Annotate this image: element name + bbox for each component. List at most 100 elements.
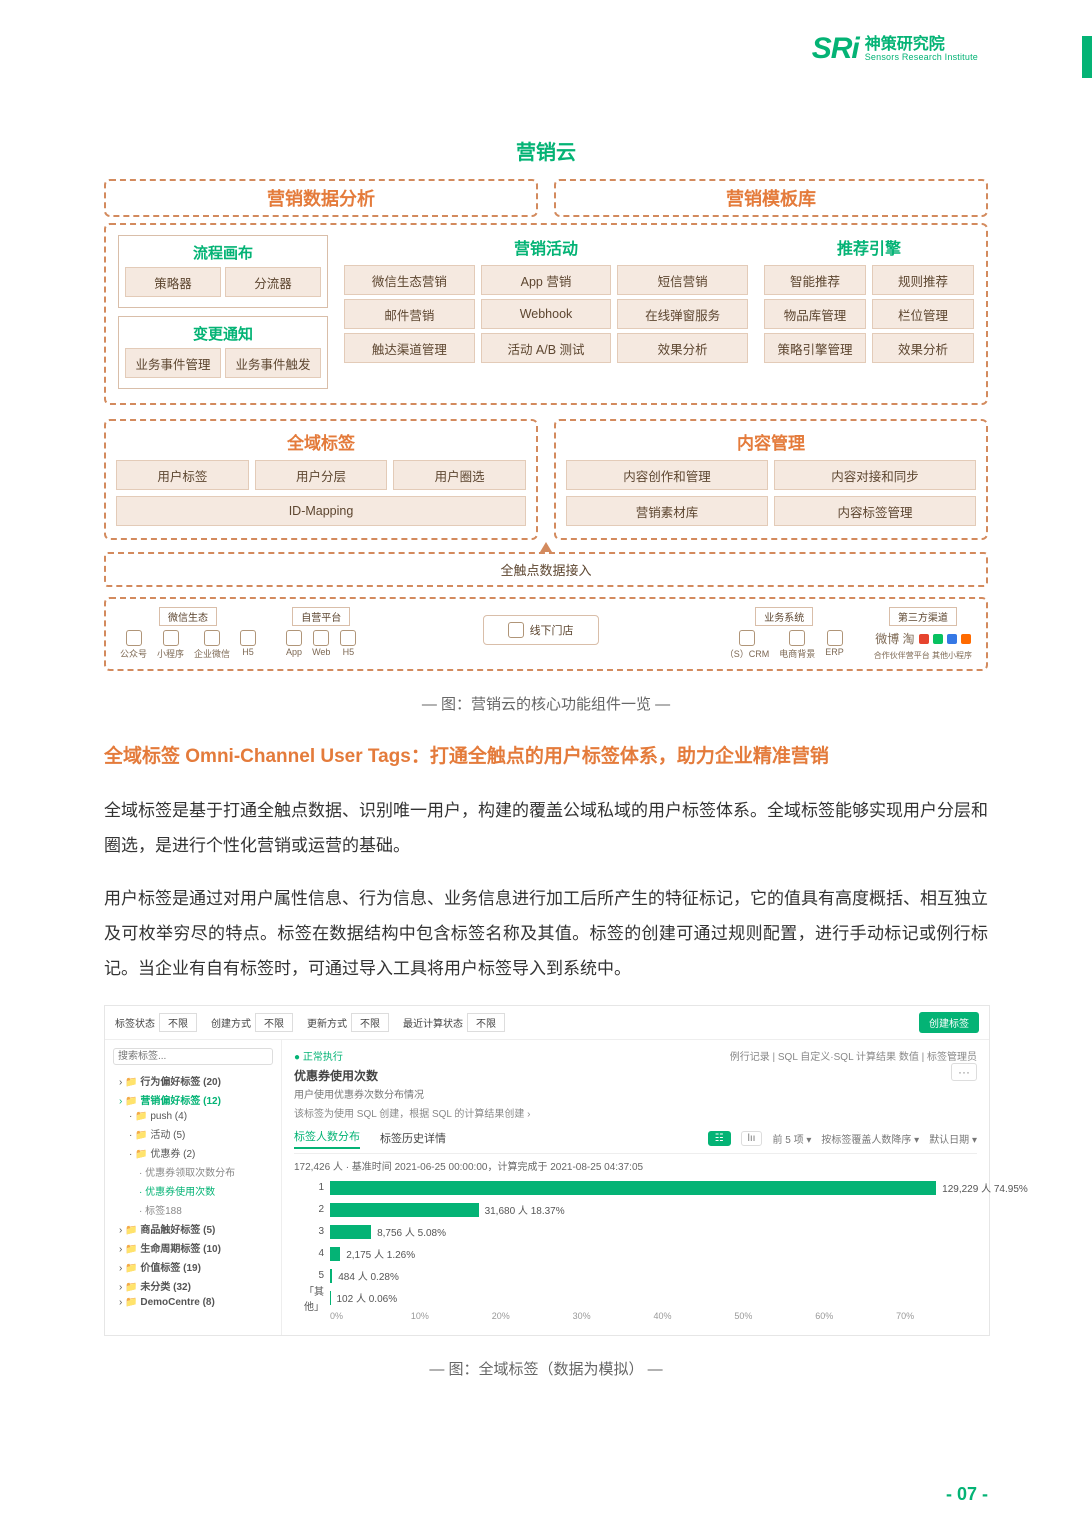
source-biz: 业务系统 （S）CRM 电商背景 ERP [725,607,844,660]
activity-cell: 活动 A/B 测试 [481,333,612,363]
tags-cell: 用户标签 [116,460,249,490]
filter-label: 创建方式 [211,1015,251,1030]
diagram-title: 营销云 [104,130,988,171]
top-n-select[interactable]: 前 5 项 ▾ [772,1131,811,1146]
tags-dashboard-screenshot: 标签状态不限 创建方式不限 更新方式不限 最近计算状态不限 创建标签 › 📁 行… [104,1005,990,1336]
more-button[interactable]: ··· [951,1063,977,1081]
paragraph-1: 全域标签是基于打通全触点数据、识别唯一用户，构建的覆盖公域私域的用户标签体系。全… [104,794,988,864]
figure-caption-2: — 图：全域标签（数据为模拟） — [104,1358,988,1379]
bar-row: 231,680 人 18.37% [294,1201,977,1219]
tree-item[interactable]: › 📁 商品触好标签 (5) [113,1219,273,1238]
paragraph-2: 用户标签是通过对用户属性信息、行为信息、业务信息进行加工后所产生的特征标记，它的… [104,882,988,987]
tag-subtitle: 用户使用优惠券次数分布情况 [294,1086,424,1101]
tag-title: 优惠券使用次数 [294,1067,424,1084]
tree-item[interactable]: · 优惠券领取次数分布 [113,1162,273,1181]
content-cell: 内容创作和管理 [566,460,768,490]
bar-row: 「其他」102 人 0.06% [294,1289,977,1307]
chart-type-icon[interactable]: ☷ [708,1131,731,1146]
store-icon [508,622,524,638]
sql-note: 该标签为使用 SQL 创建，根据 SQL 的计算结果创建 › [294,1105,977,1120]
sort-select[interactable]: 按标签覆盖人数降序 ▾ [821,1131,919,1146]
tree-item[interactable]: › 📁 行为偏好标签 (20) [113,1071,273,1090]
filter-select[interactable]: 不限 [467,1013,505,1032]
canvas-cell: 策略器 [125,267,221,297]
bar-row: 1129,229 人 74.95% [294,1179,977,1197]
crm-icon [739,630,755,646]
app-icon [286,630,302,646]
content-cell: 内容标签管理 [774,496,976,526]
filter-bar: 标签状态不限 创建方式不限 更新方式不限 最近计算状态不限 创建标签 [105,1006,989,1040]
notify-cell: 业务事件管理 [125,348,221,378]
head-links[interactable]: 例行记录 | SQL 自定义·SQL 计算结果 数值 | 标签管理员 [730,1048,977,1063]
tree-item[interactable]: · 标签188 [113,1200,273,1219]
total-line: 172,426 人 · 基准时间 2021-06-25 00:00:00，计算完… [294,1158,977,1173]
recommend-cell: 效果分析 [872,333,974,363]
recommend-cell: 规则推荐 [872,265,974,295]
filter-label: 标签状态 [115,1015,155,1030]
tree-item[interactable]: · 📁 push (4) [113,1109,273,1124]
sources-row: 微信生态 公众号 小程序 企业微信 H5 自营平台 App Web H5 线下门… [104,597,988,671]
wechat-icon [933,634,943,644]
create-tag-button[interactable]: 创建标签 [919,1012,979,1033]
notify-cell: 业务事件触发 [225,348,321,378]
notify-group: 变更通知 业务事件管理 业务事件触发 [118,316,328,389]
canvas-group: 流程画布 策略器 分流器 [118,235,328,308]
alipay-icon [947,634,957,644]
filter-label: 更新方式 [307,1015,347,1030]
tree-item[interactable]: · 📁 活动 (5) [113,1124,273,1143]
tab-distribution[interactable]: 标签人数分布 [294,1128,360,1149]
source-title: 微信生态 [159,607,217,626]
third-logos: 微博 淘 [875,630,970,647]
tab-history[interactable]: 标签历史详情 [380,1130,446,1146]
web-icon [313,630,329,646]
h5-icon [240,630,256,646]
activity-cell: 微信生态营销 [344,265,475,295]
arrow-up-icon [540,542,552,552]
source-wechat: 微信生态 公众号 小程序 企业微信 H5 [120,607,256,660]
content-cell: 内容对接和同步 [774,460,976,490]
recommend-grid: 智能推荐 规则推荐 物品库管理 栏位管理 策略引擎管理 效果分析 [764,265,974,361]
tree-item[interactable]: · 优惠券使用次数 [113,1181,273,1200]
content-cell: 营销素材库 [566,496,768,526]
activity-grid: 微信生态营销 App 营销 短信营销 邮件营销 Webhook 在线弹窗服务 触… [344,265,748,361]
notify-title: 变更通知 [125,323,321,344]
data-in-text: 全触点数据接入 [500,563,591,578]
taobao-icon [961,634,971,644]
filter-select[interactable]: 不限 [255,1013,293,1032]
source-title: 第三方渠道 [889,607,957,626]
id-mapping-cell: ID-Mapping [116,496,526,526]
figure-caption-1: — 图：营销云的核心功能组件一览 — [104,693,988,714]
source-offline: 线下门店 [386,607,694,645]
source-owned: 自营平台 App Web H5 [286,607,356,657]
content-mgmt-header: 内容管理 [566,429,976,454]
recommend-cell: 物品库管理 [764,299,866,329]
chart-type-icon[interactable]: lıı [741,1131,763,1146]
activity-cell: App 营销 [481,265,612,295]
content-mgmt-panel: 内容管理 内容创作和管理 内容对接和同步 营销素材库 内容标签管理 [554,419,988,540]
tag-tree[interactable]: › 📁 行为偏好标签 (20)› 📁 营销偏好标签 (12)· 📁 push (… [105,1040,282,1335]
tree-item[interactable]: › 📁 未分类 (32) [113,1276,273,1295]
logo-mark: SRi [812,32,859,66]
page-number: - 07 - [946,1484,988,1505]
logo: SRi 神策研究院 Sensors Research Institute [812,32,978,66]
activity-cell: 触达渠道管理 [344,333,475,363]
tree-item[interactable]: › 📁 价值标签 (19) [113,1257,273,1276]
tree-item[interactable]: › 📁 生命周期标签 (10) [113,1238,273,1257]
accent-bar [1082,36,1092,78]
wechat-icon [126,630,142,646]
logo-cn: 神策研究院 [865,37,978,53]
recommend-cell: 策略引擎管理 [764,333,866,363]
bar-row: 5484 人 0.28% [294,1267,977,1285]
tree-item[interactable]: › 📁 营销偏好标签 (12) [113,1090,273,1109]
erp-icon [827,630,843,646]
period-select[interactable]: 默认日期 ▾ [929,1131,977,1146]
tree-item[interactable]: · 📁 优惠券 (2) [113,1143,273,1162]
source-third: 第三方渠道 微博 淘 合作伙伴营平台 其他小程序 [874,607,972,661]
search-input[interactable] [113,1048,273,1065]
canvas-cell: 分流器 [225,267,321,297]
filter-select[interactable]: 不限 [159,1013,197,1032]
tree-item[interactable]: › 📁 DemoCentre (8) [113,1295,273,1310]
filter-select[interactable]: 不限 [351,1013,389,1032]
bar-row: 42,175 人 1.26% [294,1245,977,1263]
h5-icon [340,630,356,646]
